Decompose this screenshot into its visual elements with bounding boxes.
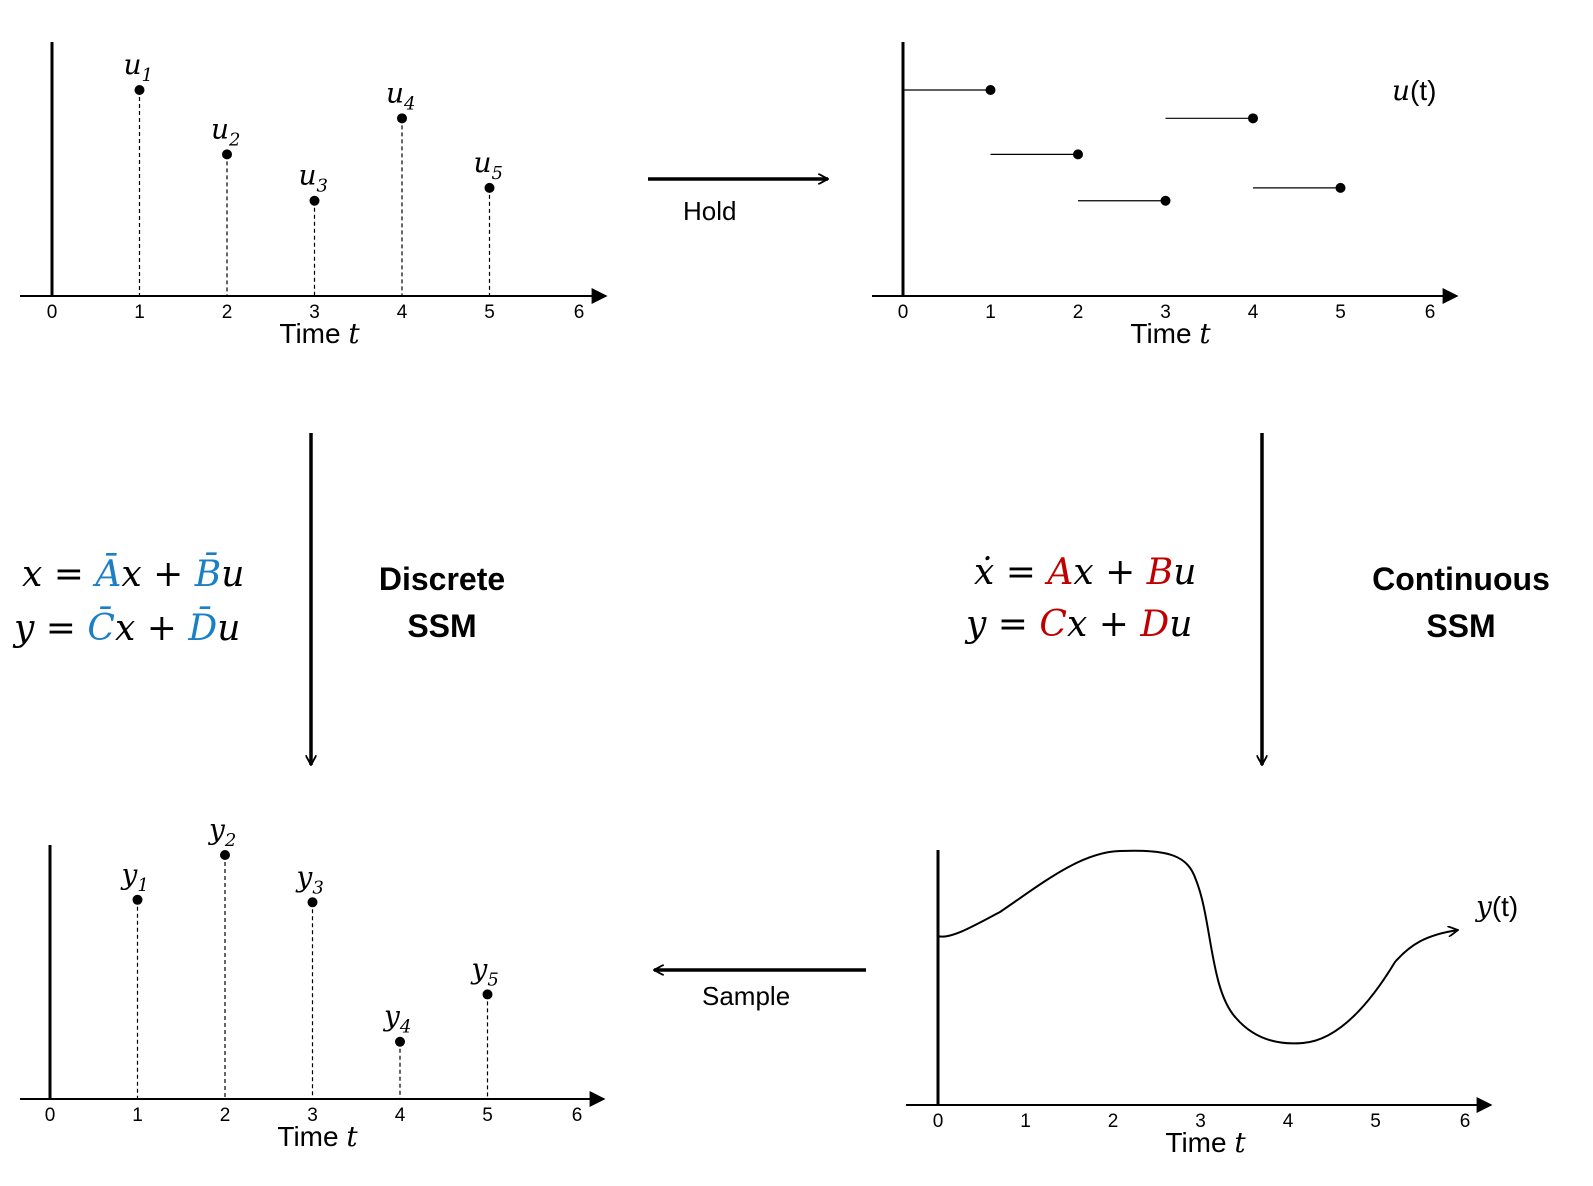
hold-point [985,85,996,95]
x-tick-label: 6 [1425,302,1436,323]
x-tick-label: 4 [1248,302,1259,323]
sample-label: u2 [211,112,241,150]
x-tick-label: 3 [309,302,320,323]
x-tick-label: 5 [482,1105,493,1126]
sample-point [132,894,143,905]
sample-label: y2 [207,813,236,851]
sample-label: y5 [470,952,499,990]
x-axis-label: Time t [277,1120,358,1153]
x-tick-label: 6 [1460,1111,1471,1132]
hold-point [1335,182,1346,193]
discrete-ssm-title-line2: SSM [407,608,476,644]
sample-point [220,849,230,860]
x-tick-label: 5 [1370,1111,1381,1132]
x-tick-label: 3 [1195,1111,1206,1132]
hold-point [1073,149,1083,160]
hold-label: Hold [683,196,736,226]
sample-label: Sample [702,981,790,1011]
x-axis-label: Time t [279,317,360,350]
x-tick-label: 2 [1073,302,1084,323]
x-tick-label: 6 [572,1105,583,1126]
x-tick-label: 4 [1283,1111,1294,1132]
discrete-ssm-equations: x = Āx + B̄u y = C̄x + D̄u [12,552,244,649]
sample-arrow: Sample [654,970,866,1011]
continuous-ssm-title-line2: SSM [1426,608,1495,644]
sample-label: u1 [124,48,154,86]
sample-label: u4 [386,76,416,114]
x-tick-label: 4 [397,302,408,323]
sample-point [482,989,493,1000]
x-tick-label: 5 [484,302,495,323]
x-axis-label: Time t [1130,317,1211,350]
sample-point [484,182,495,193]
sample-label: u5 [474,146,504,184]
x-tick-label: 1 [134,302,145,323]
x-tick-label: 4 [395,1105,406,1126]
continuous-ssm-title-line1: Continuous [1372,561,1550,597]
discrete-state-equation: x = Āx + B̄u [22,552,244,595]
x-tick-label: 0 [933,1111,944,1132]
held-input-plot: u(t) 0 1 2 3 4 5 6 Time t [872,42,1459,350]
sample-point [134,85,145,95]
sample-label: y3 [295,860,324,898]
x-tick-label: 2 [1108,1111,1119,1132]
sample-label: y4 [382,1000,411,1038]
discrete-output-equation: y = C̄x + D̄u [12,606,240,649]
x-tick-label: 0 [47,302,58,323]
continuous-output-plot: y(t) 0 1 2 3 4 5 6 Time t [906,849,1518,1159]
x-tick-label: 0 [898,302,909,323]
continuous-state-equation: ẋ = Ax + Bu [974,552,1196,593]
hold-arrow: Hold [648,179,828,226]
sample-point [309,195,320,206]
x-tick-label: 2 [220,1105,231,1126]
discrete-ssm-title-line1: Discrete [379,561,505,597]
x-tick-label: 3 [307,1105,318,1126]
x-tick-label: 0 [45,1105,56,1126]
x-tick-label: 5 [1335,302,1346,323]
hold-point [1248,113,1258,124]
sample-point [395,1036,405,1047]
continuous-output-label: y(t) [1474,890,1518,923]
x-tick-label: 1 [1020,1111,1031,1132]
sample-label: y1 [120,858,149,896]
x-tick-label: 2 [222,302,233,323]
x-tick-label: 6 [574,302,585,323]
x-axis-label: Time t [1165,1126,1246,1159]
x-tick-label: 3 [1160,302,1171,323]
hold-point [1160,195,1171,206]
input-sequence-plot: 0 1 2 3 4 5 6 Time t u1 u2 u3 u4 u5 [20,42,608,350]
held-signal-label: u(t) [1392,74,1436,107]
output-sequence-plot: 0 1 2 3 4 5 6 Time t y1 y2 y3 y4 y5 [20,813,606,1153]
sample-label: u3 [299,159,329,197]
sample-point [397,113,407,124]
sample-point [222,149,232,160]
continuous-ssm-equations: ẋ = Ax + Bu y = Cx + Du [964,552,1196,645]
continuous-output-equation: y = Cx + Du [964,604,1192,645]
sample-point [307,897,318,908]
x-tick-label: 1 [132,1105,143,1126]
continuous-output-curve [937,849,1458,1045]
x-tick-label: 1 [985,302,996,323]
